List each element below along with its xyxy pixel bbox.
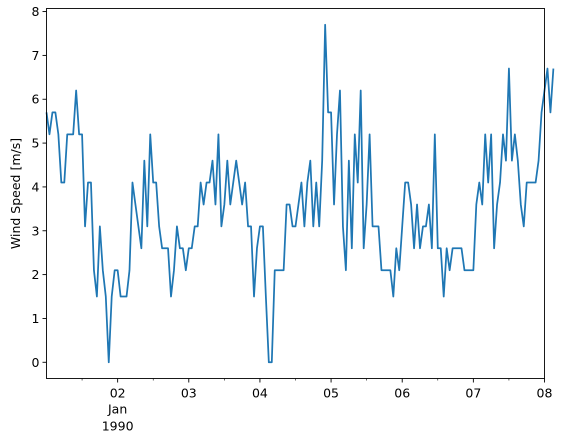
series-line-0 [45, 23, 555, 364]
y-axis-ticks: 0 1 2 3 4 5 6 7 8 [32, 4, 47, 370]
x-tick-label: 07 [465, 386, 481, 401]
y-tick-label: 1 [32, 311, 40, 326]
x-tick-label: 08 [537, 386, 553, 401]
y-tick-label: 0 [32, 355, 40, 370]
y-axis-label: Wind Speed [m/s] [8, 138, 23, 249]
x-tick-month-label: Jan [107, 402, 127, 417]
y-tick-label: 6 [32, 92, 40, 107]
plot-lines [45, 23, 555, 364]
x-tick-label: 02 [110, 386, 126, 401]
plot-frame [46, 8, 545, 379]
x-tick-label: 06 [394, 386, 410, 401]
x-tick-label: 05 [323, 386, 339, 401]
y-tick-label: 7 [32, 48, 40, 63]
x-tick-label: 03 [181, 386, 197, 401]
x-tick-label: 04 [252, 386, 268, 401]
y-tick-label: 5 [32, 136, 40, 151]
y-tick-label: 4 [32, 179, 40, 194]
y-tick-label: 3 [32, 223, 40, 238]
y-tick-label: 8 [32, 4, 40, 19]
x-tick-year-label: 1990 [102, 419, 134, 434]
y-tick-label: 2 [32, 267, 40, 282]
